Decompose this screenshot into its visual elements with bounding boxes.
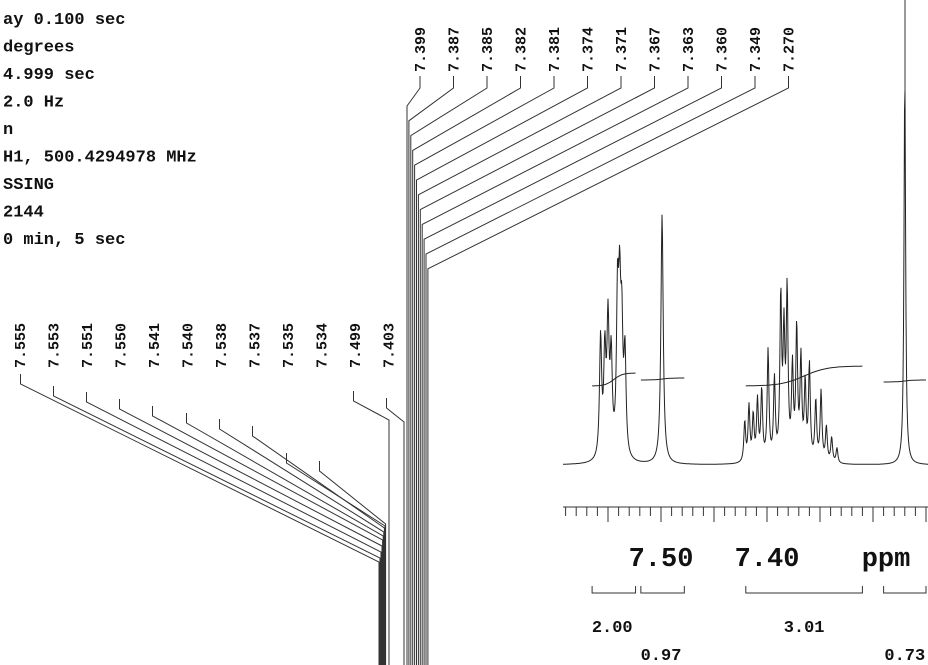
parameter-line-5: n — [3, 121, 13, 140]
peak-connector-lower — [286, 453, 386, 665]
peak-label-lower: 7.538 — [214, 323, 231, 368]
integral-value: 0.97 — [641, 647, 682, 665]
peak-connector-upper — [412, 76, 521, 665]
peak-label-upper: 7.363 — [681, 27, 698, 72]
peak-label-upper: 7.349 — [748, 27, 765, 72]
ppm-axis: 7.50 7.40 ppm — [563, 506, 928, 575]
peak-label-lower: 7.535 — [281, 323, 298, 368]
peak-label-upper: 7.367 — [648, 27, 665, 72]
parameter-line-8: 2144 — [3, 204, 44, 223]
integral-value: 2.00 — [592, 619, 633, 638]
peak-connector-lower — [186, 413, 384, 665]
peak-connector-lower — [386, 398, 405, 665]
integral-curve-3 — [745, 365, 863, 387]
peak-label-lower: 7.403 — [382, 323, 399, 368]
peak-connector-upper — [419, 76, 655, 665]
parameter-line-7: SSING — [3, 176, 54, 195]
integral-bracket — [745, 586, 863, 594]
peak-connector-lower — [252, 426, 385, 665]
peak-connector-upper — [427, 76, 789, 665]
peak-connector-upper — [416, 76, 588, 665]
peak-label-lower: 7.534 — [315, 323, 332, 368]
peak-connector-upper — [421, 76, 689, 665]
peak-connector-upper — [423, 76, 722, 665]
peak-connector-lower — [20, 374, 380, 665]
spectrum-trace-group — [562, 91, 928, 465]
spectrum-trace — [562, 91, 928, 465]
peak-label-lower: 7.540 — [181, 323, 198, 368]
parameter-line-9: 0 min, 5 sec — [3, 231, 125, 250]
axis-tick-label: 7.40 — [735, 545, 800, 575]
peak-label-upper: 7.382 — [514, 27, 531, 72]
parameter-line-4: 2.0 Hz — [3, 94, 64, 113]
peak-labels-lower: 7.555 7.553 7.551 7.550 7.541 7.540 7.538 7.537… — [13, 323, 399, 368]
peak-connector-lower — [53, 386, 381, 665]
peak-label-upper: 7.381 — [547, 27, 564, 72]
peak-label-upper: 7.385 — [480, 27, 497, 72]
peak-connector-lower — [86, 392, 382, 665]
peak-connector-lines — [20, 0, 906, 665]
parameter-line-6: H1, 500.4294978 MHz — [3, 149, 197, 168]
acquisition-parameters: ay 0.100 sec degrees 4.999 sec 2.0 Hz n H1, … — [3, 11, 197, 250]
integral-bracket — [591, 586, 637, 594]
integral-bracket — [640, 586, 685, 594]
peak-label-upper: 7.270 — [782, 27, 799, 72]
axis-unit-label: ppm — [862, 545, 911, 575]
integral-curve-4 — [883, 379, 926, 383]
integral-curves — [592, 365, 926, 387]
peak-connector-upper — [414, 76, 555, 665]
integral-value: 3.01 — [784, 619, 825, 638]
peak-label-lower: 7.550 — [114, 323, 131, 368]
peak-label-lower: 7.537 — [248, 323, 265, 368]
peak-connector-lower — [319, 461, 387, 665]
peak-label-lower: 7.555 — [13, 323, 30, 368]
integral-curve-1 — [592, 372, 636, 387]
peak-label-lower: 7.553 — [47, 323, 64, 368]
peak-label-upper: 7.374 — [581, 27, 598, 72]
peak-connector-upper — [408, 76, 454, 665]
axis-tick-label: 7.50 — [629, 545, 694, 575]
peak-labels-upper: 7.399 7.387 7.385 7.382 7.381 7.374 7.371 7.367… — [413, 27, 799, 72]
peak-connector-upper — [425, 76, 756, 665]
integral-value: 0.73 — [884, 647, 925, 665]
peak-label-lower: 7.499 — [348, 323, 365, 368]
peak-connector-upper — [417, 76, 622, 665]
peak-label-upper: 7.399 — [413, 27, 430, 72]
parameter-line-2: degrees — [3, 39, 74, 58]
parameter-line-3: 4.999 sec — [3, 66, 95, 85]
parameter-line-1: ay 0.100 sec — [3, 11, 125, 30]
peak-label-upper: 7.371 — [614, 27, 631, 72]
peak-label-lower: 7.551 — [80, 323, 97, 368]
peak-connector-lower — [119, 399, 383, 665]
integral-brackets: 2.00 0.97 3.01 0.73 — [591, 586, 927, 665]
integral-bracket — [883, 586, 927, 594]
peak-label-lower: 7.541 — [147, 323, 164, 368]
peak-connector-lower — [219, 419, 385, 665]
peak-connector-upper — [406, 76, 421, 665]
peak-label-upper: 7.387 — [447, 27, 464, 72]
peak-connector-upper — [410, 76, 488, 665]
peak-label-upper: 7.360 — [715, 27, 732, 72]
peak-connector-lower — [353, 391, 390, 665]
integral-curve-2 — [640, 377, 685, 381]
peak-connector-lower — [152, 406, 384, 665]
